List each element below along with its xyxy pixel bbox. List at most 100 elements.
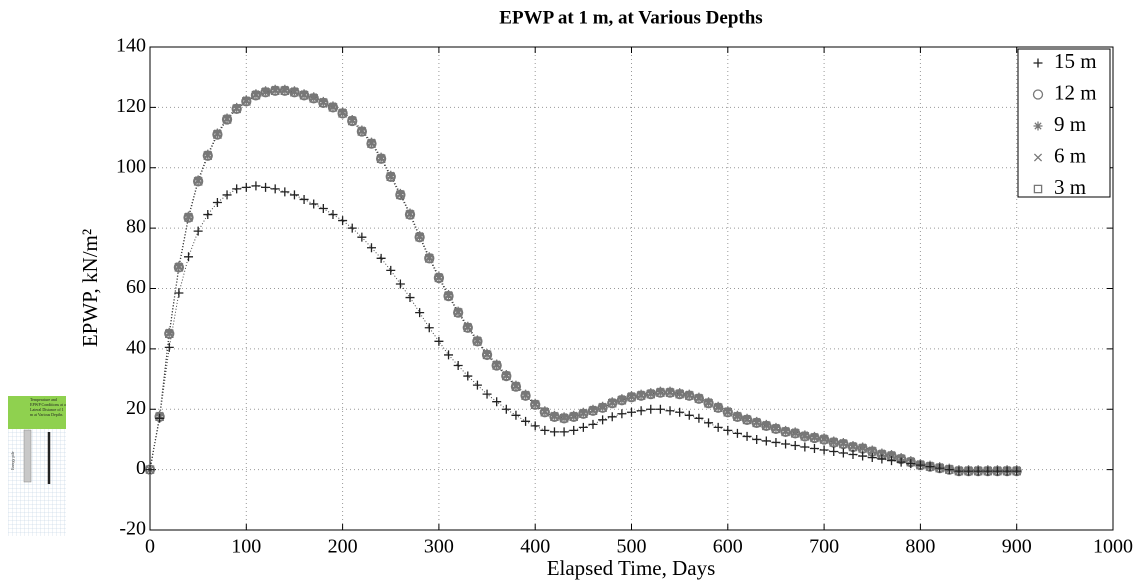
marker [587,405,599,416]
marker [684,390,695,401]
marker [694,413,704,423]
marker [761,436,771,446]
marker [549,427,559,437]
marker [444,290,454,300]
marker [270,84,280,94]
marker [858,451,868,461]
marker [675,388,685,398]
marker [848,450,858,460]
marker [443,290,454,302]
marker [173,262,185,273]
legend-label: 15 m [1054,49,1097,73]
marker [530,398,540,408]
marker [626,392,637,403]
marker [424,252,434,262]
marker [357,232,367,242]
marker [876,449,888,460]
marker [549,410,559,420]
marker [192,176,204,187]
marker [540,425,550,435]
marker [887,456,897,466]
y-tick-label: 80 [126,216,146,238]
marker [193,175,203,185]
marker [481,349,493,361]
marker [819,445,829,455]
marker [433,272,445,284]
marker [558,413,570,424]
marker [280,84,290,94]
marker [771,437,781,447]
x-tick-label: 600 [713,536,743,558]
marker [665,386,675,396]
marker [664,387,676,398]
y-tick-label: 40 [126,336,146,358]
marker [684,410,694,420]
y-tick-label: 140 [116,35,146,57]
marker [771,422,781,432]
marker [858,442,868,452]
marker [829,447,839,457]
marker [530,399,541,410]
y-tick-label: 20 [126,397,146,419]
marker [770,423,782,435]
marker [375,153,387,164]
marker [800,430,810,440]
marker [665,406,675,416]
marker [241,96,252,107]
marker [732,428,742,438]
marker [376,253,386,263]
marker [646,388,656,398]
marker [251,181,261,191]
marker [183,212,194,223]
marker [588,404,598,414]
marker [270,184,280,194]
marker [886,450,897,462]
marker [250,90,262,101]
marker [289,87,300,98]
marker [472,335,482,345]
marker [693,393,705,404]
marker [318,204,328,214]
marker [145,465,155,475]
marker [491,360,502,371]
marker [386,170,396,180]
marker [492,397,502,407]
marker [221,114,233,125]
legend-label: 9 m [1054,112,1086,136]
marker [559,412,569,422]
legend-marker [1033,184,1043,194]
marker [896,457,906,467]
marker [453,306,463,316]
marker [241,95,251,105]
marker [617,409,627,419]
marker [607,412,617,422]
marker [337,108,348,119]
marker [742,413,752,423]
y-tick-label: -20 [119,518,146,540]
marker [877,448,887,458]
marker [635,390,647,401]
marker [453,307,464,318]
marker [925,462,935,472]
inset-pile-label: Energy pile [10,451,15,470]
legend-marker [1033,153,1043,162]
marker [511,380,521,390]
marker [549,411,560,422]
marker [799,431,810,442]
marker [539,407,550,418]
marker [492,359,502,369]
marker [261,182,271,192]
marker [472,336,483,347]
marker [251,89,261,99]
marker [867,446,878,457]
marker [415,308,425,318]
marker [260,87,271,98]
marker [164,327,174,337]
marker [598,415,608,425]
x-tick-label: 100 [231,536,261,558]
marker [617,394,627,404]
marker [395,189,406,201]
marker [318,97,329,108]
marker [607,397,617,407]
